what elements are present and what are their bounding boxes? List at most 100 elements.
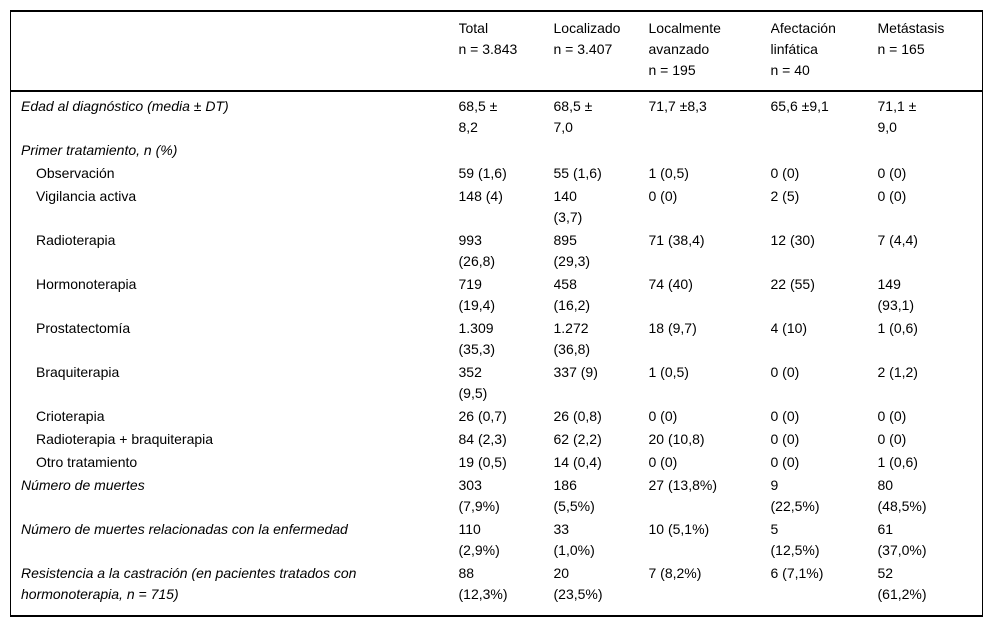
value-cell: 0 (0): [770, 454, 800, 470]
row-braquiterapia: Braquiterapia 352 (9,5) 337 (9) 1 (0,5) …: [11, 360, 983, 404]
header-col-afectacion-linfatica: Afectación linfática n = 40: [770, 11, 878, 92]
column-n: n = 3.843: [458, 41, 518, 57]
value-cell: 80 (48,5%): [877, 477, 927, 514]
value-cell: 1 (0,5): [648, 364, 689, 380]
row-resistencia-castracion: Resistencia a la castración (en paciente…: [11, 561, 983, 616]
row-otro-tratamiento: Otro tratamiento 19 (0,5) 14 (0,4) 0 (0)…: [11, 450, 983, 473]
column-label: Afectación linfática: [770, 20, 836, 57]
row-label: Radioterapia + braquiterapia: [36, 431, 214, 447]
column-label: Localizado: [553, 20, 621, 36]
value-cell: 20 (23,5%): [553, 565, 603, 602]
value-cell: 0 (0): [770, 408, 800, 424]
row-vigilancia-activa: Vigilancia activa 148 (4) 140 (3,7) 0 (0…: [11, 184, 983, 228]
value-cell: 26 (0,7): [458, 408, 507, 424]
value-cell: 18 (9,7): [648, 320, 697, 336]
row-edad-al-diagnostico: Edad al diagnóstico (media ± DT) 68,5 ± …: [11, 91, 983, 138]
value-cell: 0 (0): [770, 364, 800, 380]
value-cell: 6 (7,1%): [770, 565, 824, 581]
value-cell: 1 (0,5): [648, 165, 689, 181]
value-cell: 719 (19,4): [458, 276, 496, 313]
value-cell: 65,6 ±9,1: [770, 98, 829, 114]
header-col-total: Total n = 3.843: [458, 11, 554, 92]
value-cell: 88 (12,3%): [458, 565, 508, 602]
value-cell: 4 (10): [770, 320, 808, 336]
value-cell: 1 (0,6): [877, 320, 918, 336]
value-cell: [771, 138, 878, 161]
value-cell: 1.272 (36,8): [553, 320, 591, 357]
row-label: Resistencia a la castración (en paciente…: [21, 565, 357, 602]
value-cell: 19 (0,5): [458, 454, 507, 470]
value-cell: 149 (93,1): [877, 276, 915, 313]
header-row: Total n = 3.843 Localizado n = 3.407 Local…: [10, 11, 983, 92]
value-cell: 62 (2,2): [553, 431, 602, 447]
patient-characteristics-table-wrap: Total n = 3.843 Localizado n = 3.407 Local…: [10, 10, 983, 617]
value-cell: 68,5 ± 7,0: [553, 98, 593, 135]
value-cell: 22 (55): [770, 276, 815, 292]
value-cell: 2 (1,2): [877, 364, 918, 380]
value-cell: 26 (0,8): [553, 408, 602, 424]
value-cell: 0 (0): [770, 165, 800, 181]
row-label: Edad al diagnóstico (media ± DT): [21, 98, 229, 114]
value-cell: 0 (0): [648, 454, 678, 470]
header-spacer-cell: [10, 11, 459, 92]
patient-characteristics-table: Total n = 3.843 Localizado n = 3.407 Local…: [10, 10, 983, 617]
value-cell: 33 (1,0%): [553, 521, 595, 558]
row-radioterapia: Radioterapia 993 (26,8) 895 (29,3) 71 (3…: [11, 228, 983, 272]
value-cell: 895 (29,3): [553, 232, 591, 269]
row-label: Primer tratamiento, n (%): [21, 142, 178, 158]
row-label: Hormonoterapia: [36, 276, 137, 292]
value-cell: 7 (4,4): [877, 232, 918, 248]
header-col-localmente-avanzado: Localmente avanzado n = 195: [648, 11, 771, 92]
column-n: n = 40: [770, 62, 810, 78]
row-prostatectomia: Prostatectomía 1.309 (35,3) 1.272 (36,8)…: [11, 316, 983, 360]
value-cell: 993 (26,8): [458, 232, 496, 269]
value-cell: 74 (40): [648, 276, 693, 292]
value-cell: 61 (37,0%): [877, 521, 927, 558]
row-label: Crioterapia: [36, 408, 105, 424]
row-observacion: Observación 59 (1,6) 55 (1,6) 1 (0,5) 0 …: [11, 161, 983, 184]
row-label: Número de muertes: [21, 477, 145, 493]
value-cell: 1.309 (35,3): [458, 320, 496, 357]
row-primer-tratamiento: Primer tratamiento, n (%): [11, 138, 983, 161]
value-cell: 7 (8,2%): [648, 565, 702, 581]
value-cell: 458 (16,2): [553, 276, 591, 313]
row-label: Braquiterapia: [36, 364, 120, 380]
value-cell: 71 (38,4): [648, 232, 705, 248]
value-cell: 9 (22,5%): [770, 477, 820, 514]
row-label: Otro tratamiento: [36, 454, 138, 470]
value-cell: 10 (5,1%): [648, 521, 710, 537]
value-cell: 0 (0): [877, 188, 907, 204]
value-cell: 27 (13,8%): [648, 477, 717, 493]
value-cell: 52 (61,2%): [877, 565, 927, 602]
value-cell: [459, 138, 554, 161]
value-cell: 337 (9): [553, 364, 598, 380]
value-cell: 1 (0,6): [877, 454, 918, 470]
value-cell: 0 (0): [648, 188, 678, 204]
column-n: n = 165: [877, 41, 925, 57]
value-cell: 68,5 ± 8,2: [458, 98, 498, 135]
row-hormonoterapia: Hormonoterapia 719 (19,4) 458 (16,2) 74 …: [11, 272, 983, 316]
value-cell: [554, 138, 649, 161]
value-cell: 12 (30): [770, 232, 815, 248]
value-cell: 20 (10,8): [648, 431, 705, 447]
row-numero-de-muertes: Número de muertes 303 (7,9%) 186 (5,5%) …: [11, 473, 983, 517]
value-cell: 5 (12,5%): [770, 521, 820, 558]
value-cell: 84 (2,3): [458, 431, 507, 447]
value-cell: 0 (0): [877, 431, 907, 447]
row-label: Número de muertes relacionadas con la en…: [21, 521, 348, 537]
value-cell: 148 (4): [458, 188, 503, 204]
value-cell: 0 (0): [877, 165, 907, 181]
row-muertes-relacionadas-enfermedad: Número de muertes relacionadas con la en…: [11, 517, 983, 561]
row-label: Observación: [36, 165, 115, 181]
row-crioterapia: Crioterapia 26 (0,7) 26 (0,8) 0 (0) 0 (0…: [11, 404, 983, 427]
column-n: n = 3.407: [553, 41, 613, 57]
column-label: Localmente avanzado: [648, 20, 721, 57]
value-cell: 71,7 ±8,3: [648, 98, 707, 114]
value-cell: [878, 138, 983, 161]
row-label: Prostatectomía: [36, 320, 131, 336]
row-label: Vigilancia activa: [36, 188, 137, 204]
value-cell: 71,1 ± 9,0: [877, 98, 917, 135]
row-label: Radioterapia: [36, 232, 116, 248]
header-col-localizado: Localizado n = 3.407: [553, 11, 649, 92]
value-cell: 0 (0): [877, 408, 907, 424]
